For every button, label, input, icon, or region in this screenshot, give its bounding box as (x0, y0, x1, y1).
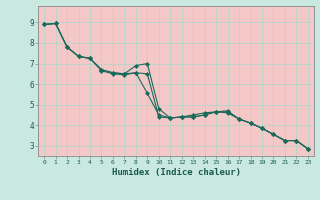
X-axis label: Humidex (Indice chaleur): Humidex (Indice chaleur) (111, 168, 241, 177)
